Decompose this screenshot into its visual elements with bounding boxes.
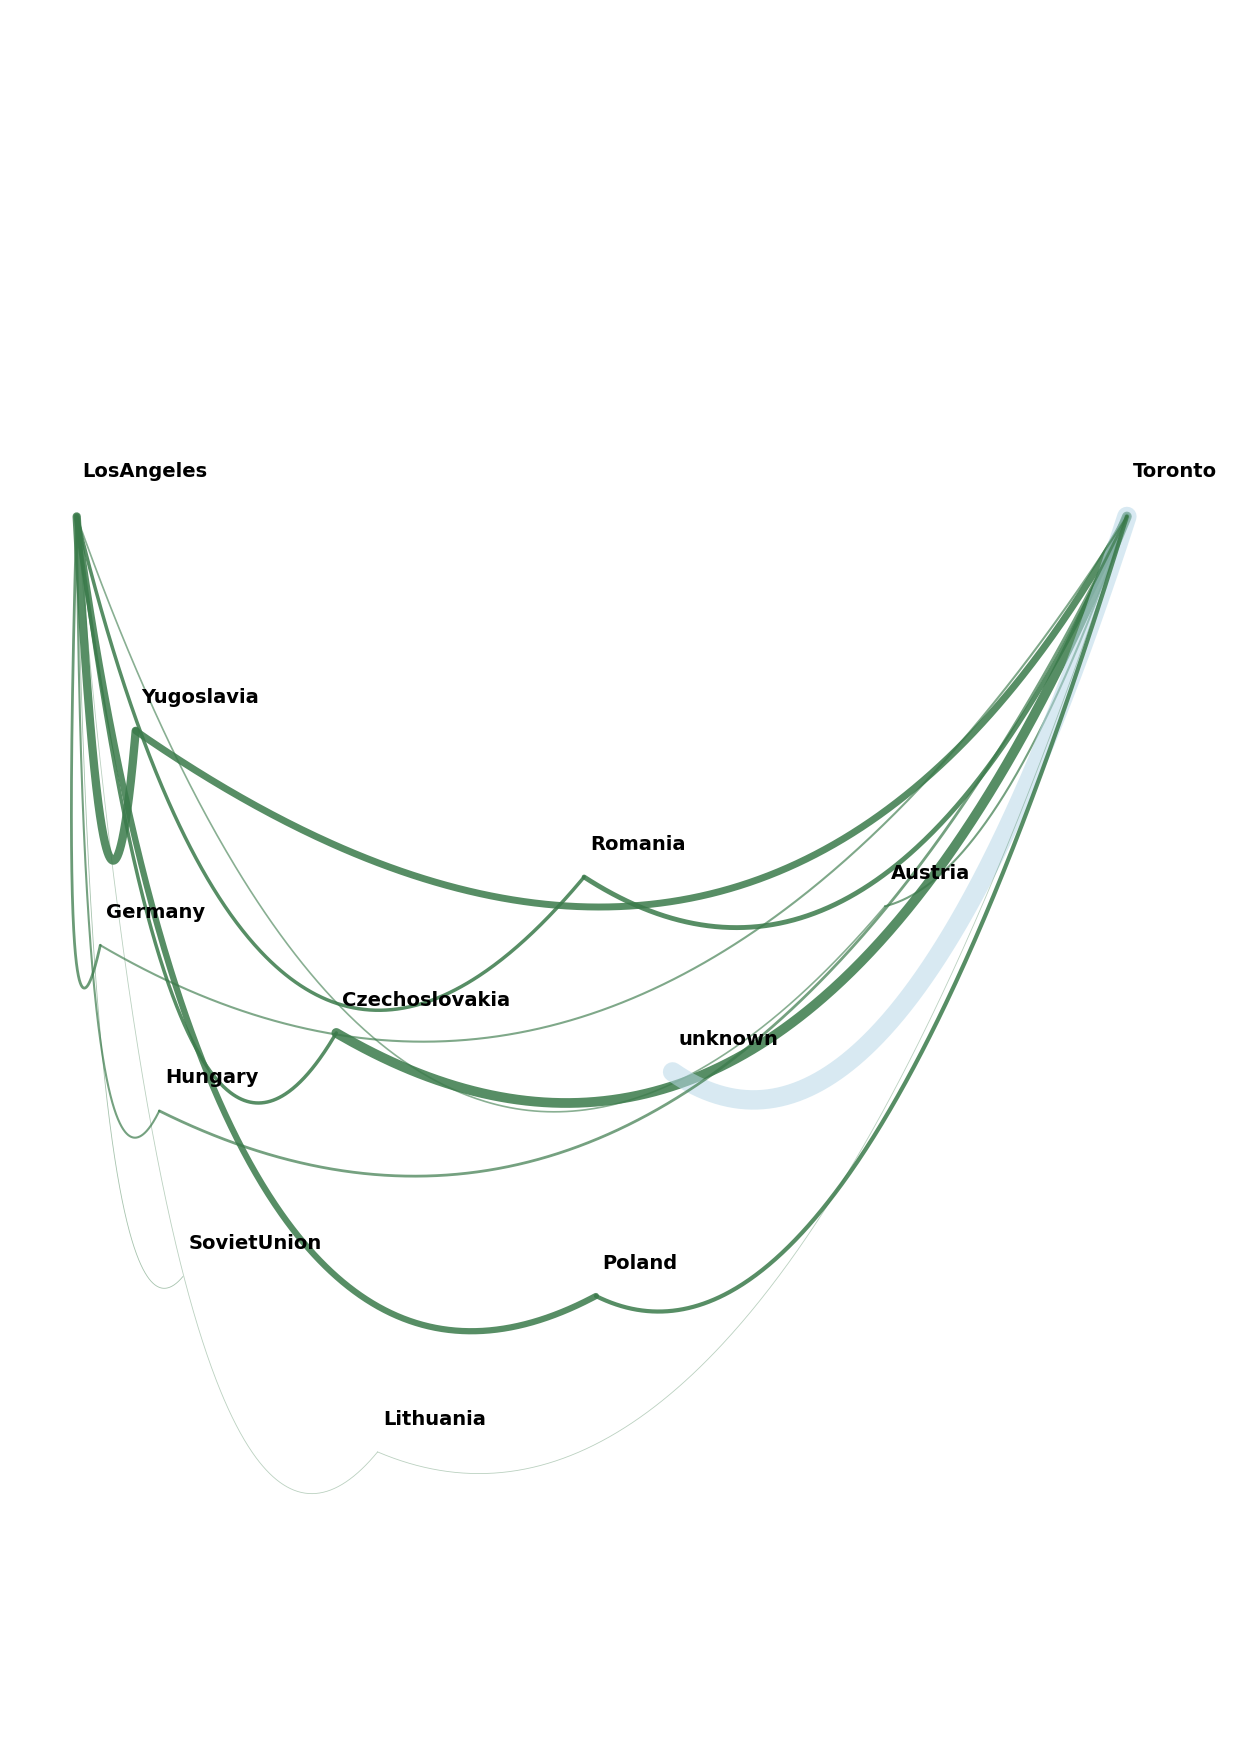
Text: Yugoslavia: Yugoslavia <box>141 689 259 707</box>
Text: Germany: Germany <box>107 903 206 923</box>
Text: Hungary: Hungary <box>165 1068 259 1087</box>
Text: SovietUnion: SovietUnion <box>188 1235 322 1252</box>
Text: Toronto: Toronto <box>1132 463 1217 481</box>
Text: unknown: unknown <box>679 1030 778 1049</box>
Text: Austria: Austria <box>891 865 970 882</box>
Text: Poland: Poland <box>602 1254 676 1273</box>
Text: Romania: Romania <box>590 835 685 854</box>
Text: LosAngeles: LosAngeles <box>83 463 208 481</box>
Text: Czechoslovakia: Czechoslovakia <box>342 991 510 1010</box>
Text: Lithuania: Lithuania <box>384 1410 487 1428</box>
